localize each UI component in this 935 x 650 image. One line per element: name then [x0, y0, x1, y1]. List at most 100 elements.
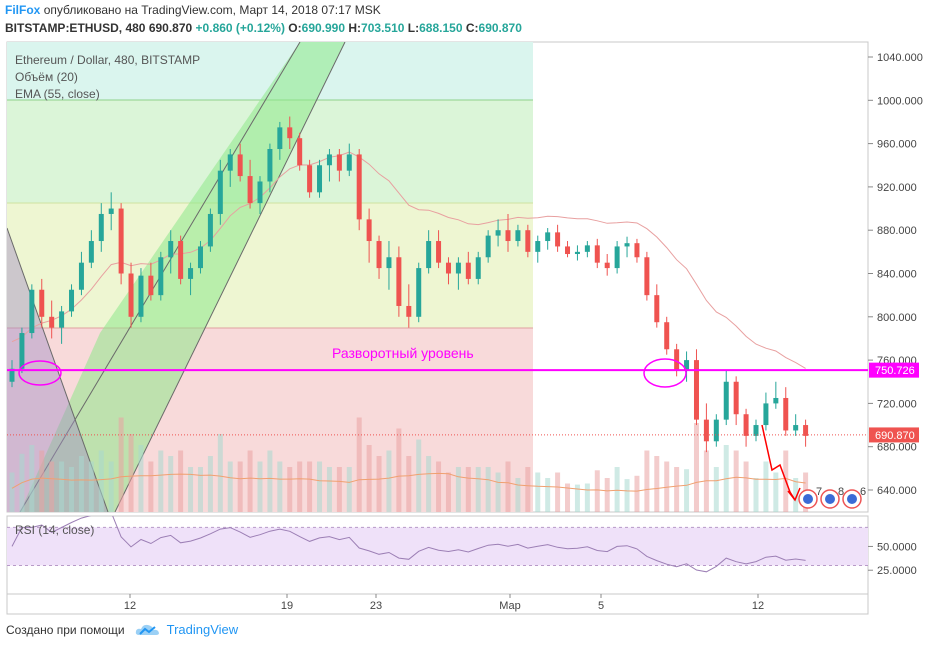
- candle-body: [168, 241, 174, 258]
- candle-body: [654, 295, 660, 323]
- reversal-level-tag: 750.726: [869, 362, 919, 378]
- fib-zone-yellow: [7, 203, 533, 328]
- candle-body: [624, 243, 630, 247]
- candle-body: [703, 419, 709, 442]
- price-tick-label: 1000.000: [877, 95, 923, 107]
- rsi-axis[interactable]: 25.0000 50.0000: [868, 541, 917, 577]
- candle-body: [336, 154, 342, 171]
- time-tick-label: Мар: [499, 600, 521, 612]
- volume-bar: [515, 478, 521, 512]
- volume-bar: [644, 450, 650, 512]
- event-flag-2[interactable]: 8: [820, 486, 844, 509]
- channel-line-lower[interactable]: [114, 42, 346, 512]
- time-tick-label: 5: [598, 600, 604, 612]
- candle-body: [684, 360, 690, 371]
- reversal-level-text[interactable]: Разворотный уровень: [332, 345, 474, 361]
- candle-body: [803, 425, 809, 436]
- volume-bar: [307, 461, 313, 512]
- candle-body: [366, 219, 372, 242]
- candle-body: [743, 414, 749, 436]
- candle-body: [584, 245, 590, 252]
- candle-body: [217, 170, 223, 214]
- candle-body: [515, 230, 521, 242]
- candle-body: [39, 289, 45, 317]
- candle-body: [495, 230, 501, 236]
- volume-bar: [674, 467, 680, 512]
- high-value: 703.510: [361, 21, 405, 35]
- reversal-ellipse-right[interactable]: [643, 358, 687, 388]
- volume-bar: [317, 461, 323, 512]
- volume-bar: [763, 461, 769, 512]
- symbol-header: BITSTAMP:ETHUSD, 480 690.870 +0.860 (+0.…: [5, 21, 522, 35]
- forecast-arrowhead: [787, 487, 801, 502]
- candle-body: [594, 245, 600, 263]
- time-axis[interactable]: 12 19 23 Мар 5 12: [124, 594, 764, 612]
- candle-body: [326, 154, 332, 166]
- event-flag-3[interactable]: 6: [842, 486, 866, 509]
- volume-bar: [237, 461, 243, 512]
- volume-bar: [594, 470, 600, 512]
- svg-text:7: 7: [816, 486, 822, 498]
- volume-bar: [584, 483, 590, 512]
- volume-bar: [326, 467, 332, 512]
- volume-bar: [396, 428, 402, 512]
- candle-body: [525, 230, 531, 252]
- volume-bar: [485, 467, 491, 512]
- created-with-text: Создано при помощи: [6, 622, 125, 637]
- time-tick-label: 23: [370, 600, 382, 612]
- volume-bar: [69, 467, 75, 512]
- volume-bar: [158, 450, 164, 512]
- candle-body: [307, 165, 313, 193]
- price-tick-label: 880.000: [877, 225, 917, 237]
- candle-body: [723, 381, 729, 420]
- candle-body: [197, 246, 203, 269]
- close-label: C:: [465, 21, 479, 35]
- svg-text:750.726: 750.726: [875, 365, 915, 377]
- candle-body: [773, 397, 779, 404]
- close-value: 690.870: [478, 21, 522, 35]
- open-label: O:: [288, 21, 302, 35]
- rsi-tick-label: 25.0000: [877, 565, 917, 577]
- rsi-line: [11, 516, 806, 573]
- symbol-line: BITSTAMP:ETHUSD, 480: [5, 21, 146, 35]
- footer: Создано при помощи TradingView: [6, 622, 238, 637]
- volume-bar: [257, 461, 263, 512]
- volume-bar: [366, 445, 372, 512]
- tradingview-brand[interactable]: TradingView: [166, 622, 239, 637]
- volume-bar: [604, 478, 610, 512]
- candle-body: [69, 289, 75, 312]
- candle-body: [188, 268, 194, 279]
- volume-bar: [9, 472, 15, 512]
- rsi-tick-label: 50.0000: [877, 541, 917, 553]
- volume-bar: [297, 461, 303, 512]
- volume-bar: [376, 456, 382, 512]
- volume-bar: [386, 450, 392, 512]
- candle-body: [634, 243, 640, 258]
- candle-body: [465, 262, 471, 279]
- candle-body: [19, 333, 25, 369]
- price-tick-label: 960.000: [877, 139, 917, 151]
- candle-body: [98, 213, 104, 242]
- volume-bar: [207, 456, 213, 512]
- volume-bar: [108, 461, 114, 512]
- candle-body: [346, 154, 352, 171]
- volume-ma-line: [11, 472, 806, 492]
- candle-body: [455, 262, 461, 274]
- candle-body: [753, 425, 759, 436]
- event-flag-1[interactable]: 7: [798, 486, 822, 509]
- candle-body: [108, 208, 114, 214]
- candle-body: [436, 241, 442, 263]
- volume-bar: [753, 478, 759, 512]
- candle-body: [693, 360, 699, 420]
- price-tick-label: 720.000: [877, 398, 917, 410]
- time-tick-label: 12: [752, 600, 764, 612]
- reversal-ellipse-left[interactable]: [18, 360, 62, 386]
- legend-ema[interactable]: EMA (55, close): [15, 87, 100, 101]
- last-price: 690.870: [148, 21, 193, 35]
- candle-body: [118, 208, 124, 274]
- candle-body: [317, 165, 323, 193]
- author-name[interactable]: FilFox: [5, 3, 41, 17]
- legend-volume[interactable]: Объём (20): [15, 70, 78, 84]
- legend-rsi[interactable]: RSI (14, close): [15, 523, 94, 537]
